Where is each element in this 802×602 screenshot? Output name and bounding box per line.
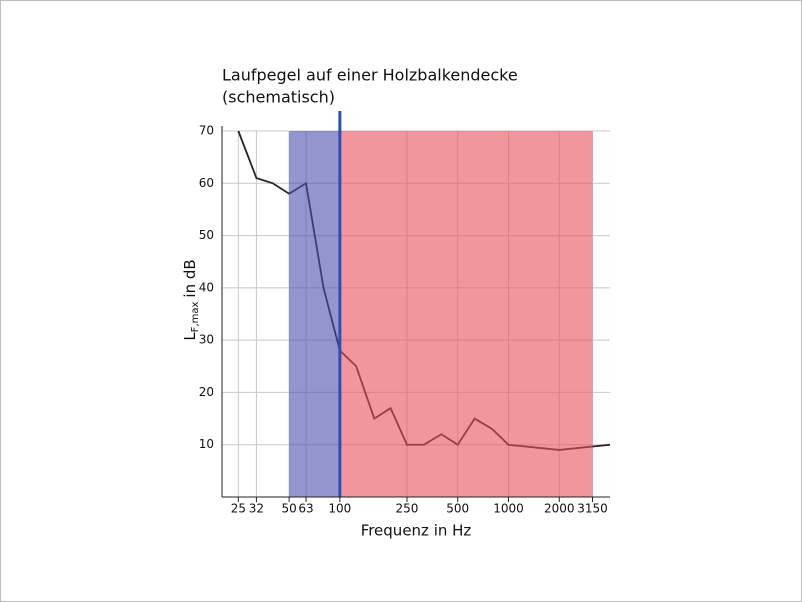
x-tick-label: 3150 [577,502,608,516]
band [289,131,340,497]
y-tick-label: 40 [199,280,214,294]
x-tick-label: 50 [281,502,296,516]
y-tick-label: 60 [199,176,214,190]
y-tick-label: 70 [199,124,214,138]
y-axis-label: LF,max in dB [181,259,202,340]
x-tick-label: 100 [328,502,351,516]
y-label-sub: F,max [190,302,201,333]
x-tick-label: 25 [231,502,246,516]
chart-title: Laufpegel auf einer Holzbalkendecke [222,66,518,85]
x-tick-label: 250 [396,502,419,516]
x-tick-label: 32 [249,502,264,516]
x-tick-label: 2000 [544,502,575,516]
x-tick-label: 1000 [493,502,524,516]
y-tick-label: 20 [199,385,214,399]
y-tick-label: 50 [199,228,214,242]
y-tick-label: 10 [199,437,214,451]
x-tick-label: 63 [298,502,313,516]
x-axis-label: Frequenz in Hz [361,522,472,540]
y-label-unit: in dB [181,259,199,297]
band [339,131,593,497]
chart-title: (schematisch) [222,88,335,107]
y-tick-label: 30 [199,333,214,347]
y-label-main: L [181,332,199,341]
x-tick-label: 500 [446,502,469,516]
